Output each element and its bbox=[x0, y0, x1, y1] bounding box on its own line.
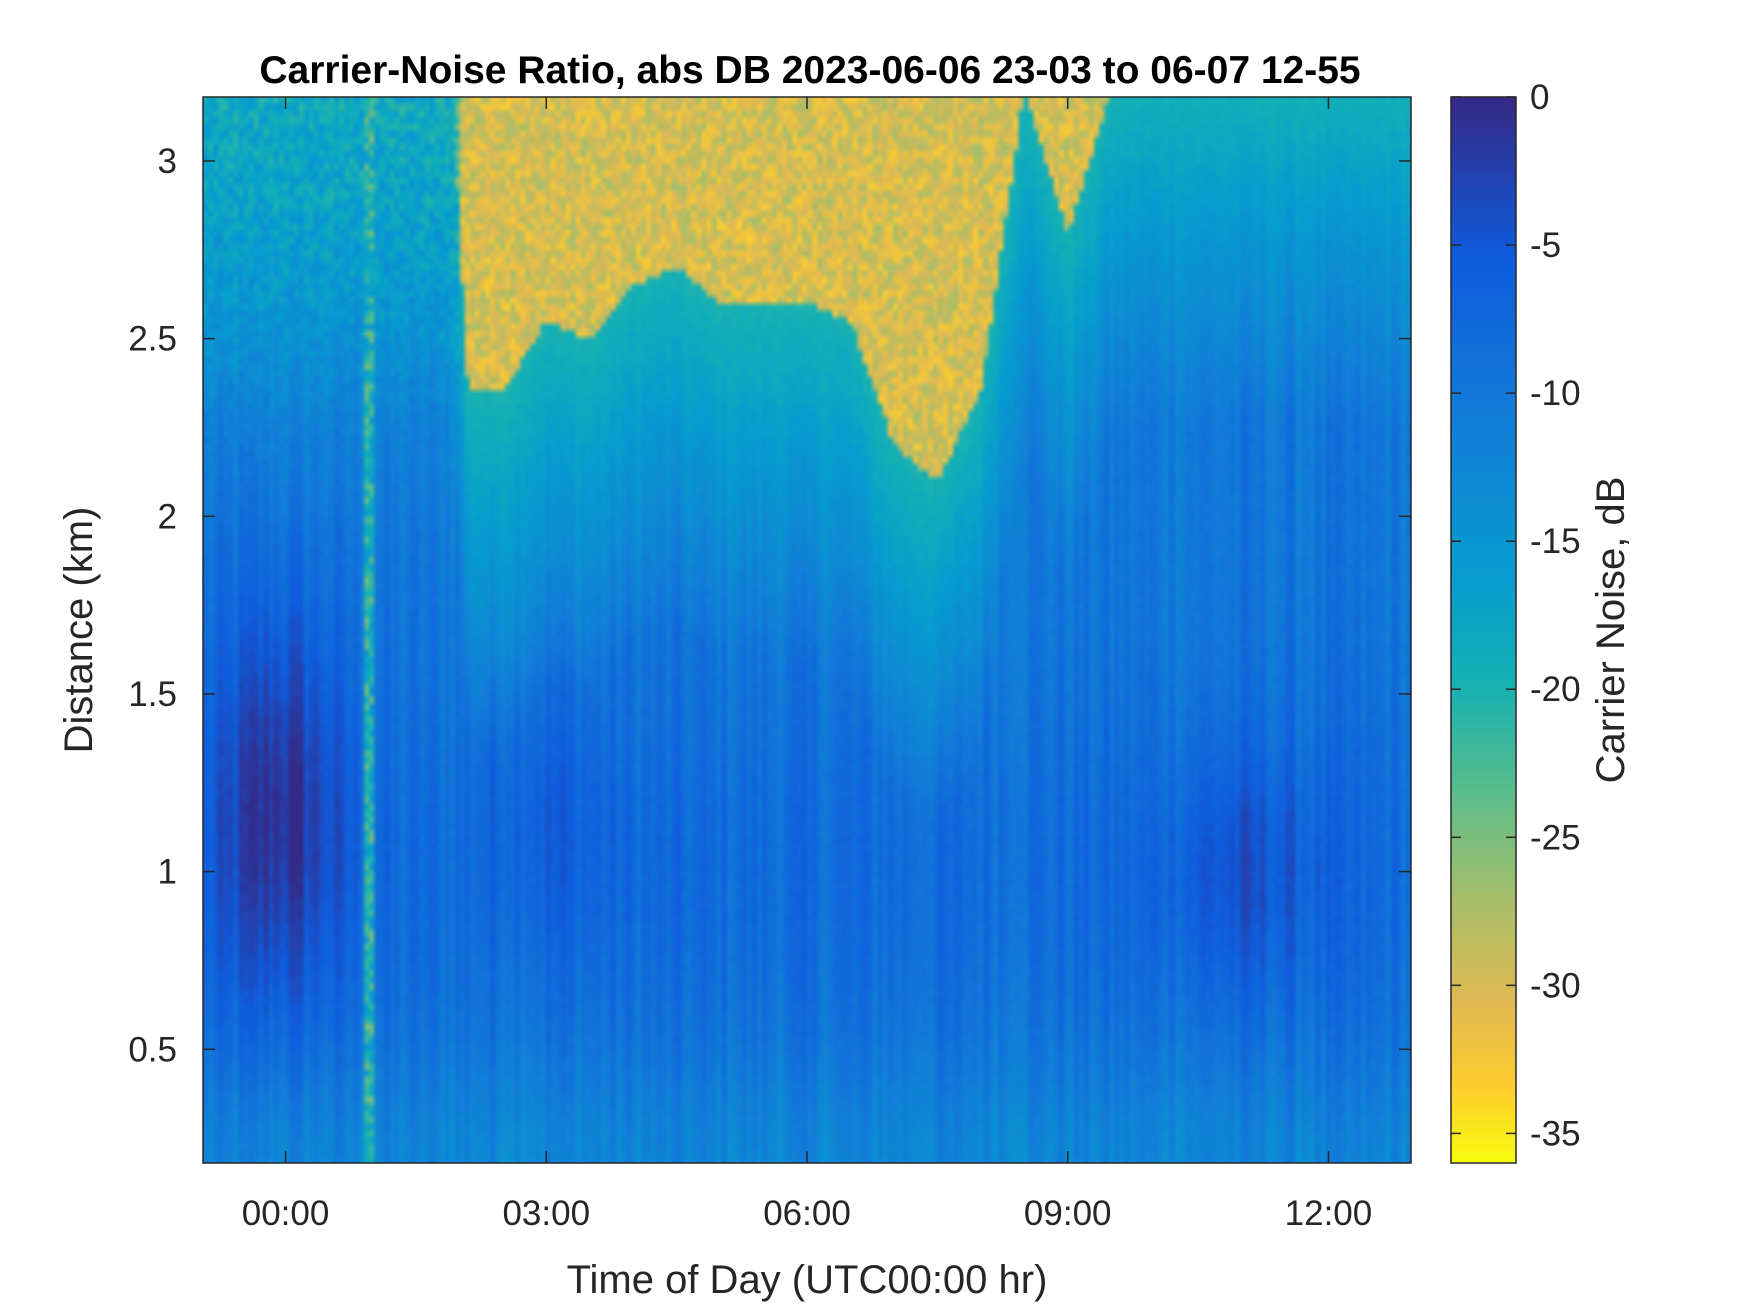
y-axis-label: Distance (km) bbox=[57, 507, 101, 754]
x-tick-label: 06:00 bbox=[763, 1194, 851, 1233]
chart-title: Carrier-Noise Ratio, abs DB 2023-06-06 2… bbox=[259, 49, 1360, 92]
colorbar-tick-label: -5 bbox=[1530, 226, 1561, 265]
x-tick-label: 03:00 bbox=[502, 1194, 590, 1233]
colorbar-tick-label: -15 bbox=[1530, 522, 1581, 561]
colorbar-frame bbox=[1450, 96, 1517, 1164]
colorbar-tick-label: -25 bbox=[1530, 818, 1581, 857]
heatmap-image bbox=[203, 97, 1411, 1163]
colorbar-tick-label: 0 bbox=[1530, 78, 1549, 117]
y-axis: 0.5 1 1.5 2 2.5 3 bbox=[128, 142, 1411, 1069]
y-tick-label: 1.5 bbox=[128, 675, 177, 714]
colorbar-tick-label: -20 bbox=[1530, 670, 1581, 709]
colorbar-tick-label: -35 bbox=[1530, 1114, 1581, 1153]
y-tick-label: 2.5 bbox=[128, 320, 177, 359]
colorbar-axis: 0 -5 -10 -15 -20 -25 -30 -35 bbox=[1451, 78, 1581, 1153]
colorbar-tick-label: -30 bbox=[1530, 966, 1581, 1005]
colorbar-gradient bbox=[1451, 97, 1516, 1163]
y-tick-label: 1 bbox=[158, 853, 177, 892]
x-axis-label: Time of Day (UTC00:00 hr) bbox=[567, 1258, 1048, 1302]
x-tick-label: 09:00 bbox=[1024, 1194, 1112, 1233]
x-tick-label: 00:00 bbox=[242, 1194, 330, 1233]
x-axis: 00:00 03:00 06:00 09:00 12:00 bbox=[242, 97, 1372, 1233]
y-tick-label: 0.5 bbox=[128, 1030, 177, 1069]
y-tick-label: 2 bbox=[158, 497, 177, 536]
y-tick-label: 3 bbox=[158, 142, 177, 181]
colorbar-tick-label: -10 bbox=[1530, 374, 1581, 413]
colorbar-label: Carrier Noise, dB bbox=[1589, 477, 1633, 784]
x-tick-label: 12:00 bbox=[1285, 1194, 1373, 1233]
